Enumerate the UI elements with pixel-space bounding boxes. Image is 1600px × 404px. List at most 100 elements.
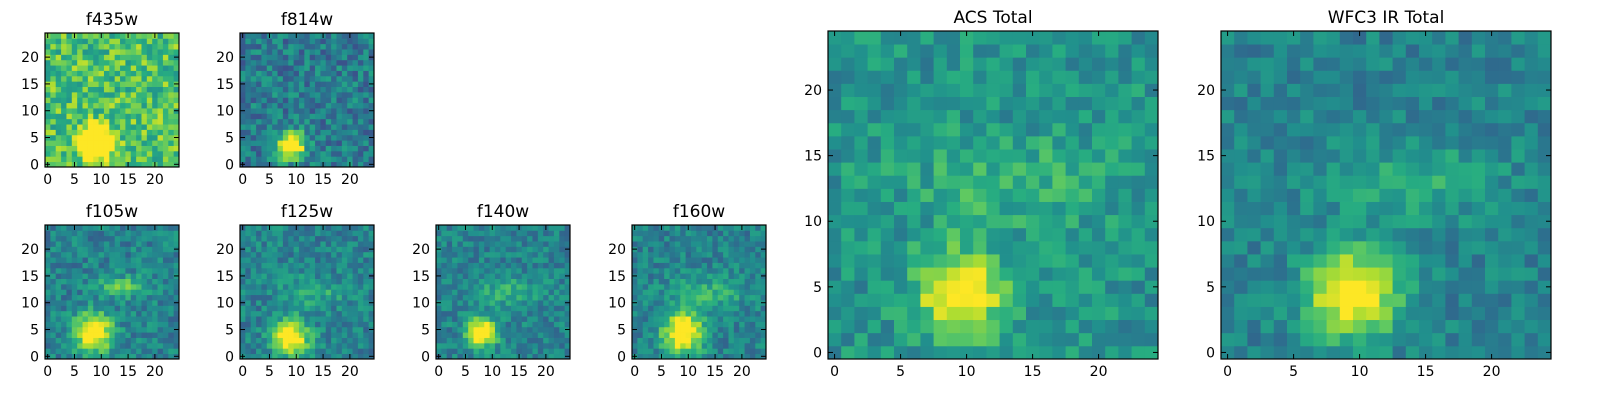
heatmap-cell [734, 348, 740, 354]
heatmap-cell [463, 348, 469, 354]
heatmap-cell [1261, 215, 1275, 229]
heatmap-cell [691, 252, 697, 258]
heatmap-cell [109, 146, 115, 152]
heatmap-cell [50, 273, 56, 279]
heatmap-cell [168, 273, 174, 279]
heatmap-cell [61, 257, 67, 263]
heatmap-cell [93, 129, 99, 135]
heatmap-cell [152, 76, 158, 82]
heatmap-cell [474, 284, 480, 290]
heatmap-cell [93, 76, 99, 82]
heatmap-cell [707, 230, 713, 236]
heatmap-cell [131, 113, 137, 119]
heatmap-cell [1132, 202, 1146, 216]
heatmap-cell [304, 97, 310, 103]
heatmap-cell [490, 338, 496, 344]
heatmap-cell [532, 289, 538, 295]
heatmap-cell [1445, 215, 1459, 229]
heatmap-cell [881, 97, 895, 111]
heatmap-cell [283, 311, 289, 317]
heatmap-cell [310, 156, 316, 162]
heatmap-cell [77, 338, 83, 344]
heatmap-cell [141, 65, 147, 71]
heatmap-cell [559, 348, 565, 354]
heatmap-cell [1092, 44, 1106, 58]
heatmap-cell [675, 295, 681, 301]
heatmap-cell [495, 348, 501, 354]
heatmap-cell [158, 332, 164, 338]
heatmap-cell [152, 108, 158, 114]
heatmap-cell [973, 293, 987, 307]
heatmap-cell [755, 311, 761, 317]
heatmap-cell [288, 263, 294, 269]
heatmap-cell [261, 252, 267, 258]
heatmap-cell [66, 103, 72, 109]
heatmap-cell [120, 246, 126, 252]
heatmap-cell [1066, 241, 1080, 255]
heatmap-cell [468, 236, 474, 242]
heatmap-cell [1234, 149, 1248, 163]
heatmap-cell [500, 246, 506, 252]
heatmap-cell [920, 307, 934, 321]
heatmap-cell [755, 348, 761, 354]
heatmap-cell [675, 273, 681, 279]
heatmap-cell [358, 284, 364, 290]
heatmap-cell [559, 321, 565, 327]
heatmap-cell [56, 257, 62, 263]
x-tick-label: 15 [1024, 364, 1042, 380]
heatmap-cell [920, 280, 934, 294]
heatmap-cell [538, 343, 544, 349]
heatmap-cell [664, 279, 670, 285]
heatmap-cell [93, 230, 99, 236]
heatmap-cell [1052, 123, 1066, 137]
heatmap-cell [326, 273, 332, 279]
heatmap-cell [1052, 346, 1066, 360]
heatmap-cell [99, 268, 105, 274]
heatmap-cell [363, 103, 369, 109]
heatmap-cell [854, 307, 868, 321]
heatmap-cell [256, 295, 262, 301]
heatmap-cell [115, 257, 121, 263]
heatmap-cell [272, 311, 278, 317]
heatmap-cell [50, 289, 56, 295]
heatmap-cell [125, 103, 131, 109]
heatmap-cell [707, 311, 713, 317]
heatmap-cell [283, 38, 289, 44]
heatmap-cell [907, 254, 921, 268]
heatmap-cell [479, 241, 485, 247]
heatmap-cell [109, 87, 115, 93]
heatmap-cell [1000, 97, 1014, 111]
heatmap-cell [56, 119, 62, 125]
heatmap-cell [61, 321, 67, 327]
heatmap-cell [283, 33, 289, 39]
heatmap-cell [320, 92, 326, 98]
heatmap-cell [152, 279, 158, 285]
heatmap-cell [718, 241, 724, 247]
heatmap-cell [353, 305, 359, 311]
heatmap-cell [245, 71, 251, 77]
heatmap-cell [986, 70, 1000, 84]
heatmap-cell [723, 327, 729, 333]
heatmap-cell [267, 343, 273, 349]
heatmap-cell [1300, 202, 1314, 216]
heatmap-cell [342, 321, 348, 327]
heatmap-cell [336, 225, 342, 231]
heatmap-cell [686, 311, 692, 317]
heatmap-cell [294, 305, 300, 311]
heatmap-cell [131, 60, 137, 66]
heatmap-cell [278, 305, 284, 311]
heatmap-cell [88, 311, 94, 317]
heatmap-cell [342, 295, 348, 301]
heatmap-cell [336, 321, 342, 327]
heatmap-cell [125, 332, 131, 338]
heatmap-cell [131, 146, 137, 152]
heatmap-cell [136, 119, 142, 125]
heatmap-cell [310, 108, 316, 114]
heatmap-cell [50, 76, 56, 82]
heatmap-cell [1379, 228, 1393, 242]
heatmap-cell [283, 225, 289, 231]
heatmap-cell [288, 97, 294, 103]
heatmap-cell [256, 44, 262, 50]
heatmap-cell [363, 338, 369, 344]
heatmap-cell [664, 343, 670, 349]
